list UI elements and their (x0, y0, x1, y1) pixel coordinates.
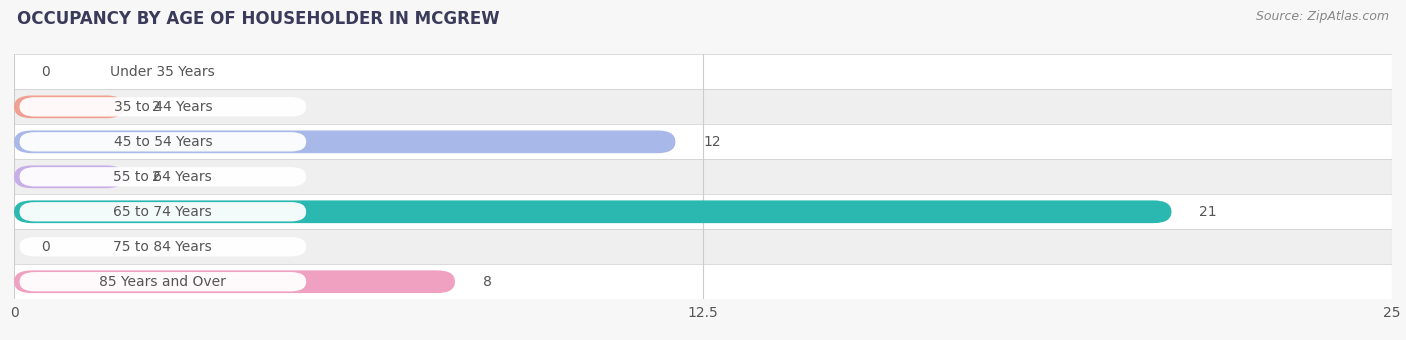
FancyBboxPatch shape (20, 272, 307, 291)
Text: 2: 2 (152, 100, 160, 114)
Text: 12: 12 (703, 135, 721, 149)
Text: 21: 21 (1199, 205, 1216, 219)
FancyBboxPatch shape (20, 62, 307, 82)
Bar (14, 54, 1392, 89)
FancyBboxPatch shape (14, 270, 456, 293)
Bar (14, 124, 1392, 159)
Text: 65 to 74 Years: 65 to 74 Years (114, 205, 212, 219)
Text: 8: 8 (482, 275, 492, 289)
Bar (14, 159, 1392, 194)
FancyBboxPatch shape (14, 166, 124, 188)
FancyBboxPatch shape (20, 167, 307, 186)
Text: Under 35 Years: Under 35 Years (111, 65, 215, 79)
Text: 2: 2 (152, 170, 160, 184)
FancyBboxPatch shape (14, 200, 1171, 223)
Text: 0: 0 (42, 240, 51, 254)
Text: 55 to 64 Years: 55 to 64 Years (114, 170, 212, 184)
Bar (14, 264, 1392, 299)
FancyBboxPatch shape (20, 202, 307, 221)
FancyBboxPatch shape (20, 132, 307, 152)
Bar (14, 89, 1392, 124)
Text: 45 to 54 Years: 45 to 54 Years (114, 135, 212, 149)
Text: OCCUPANCY BY AGE OF HOUSEHOLDER IN MCGREW: OCCUPANCY BY AGE OF HOUSEHOLDER IN MCGRE… (17, 10, 499, 28)
Text: Source: ZipAtlas.com: Source: ZipAtlas.com (1256, 10, 1389, 23)
FancyBboxPatch shape (14, 96, 124, 118)
Text: 35 to 44 Years: 35 to 44 Years (114, 100, 212, 114)
Text: 0: 0 (42, 65, 51, 79)
FancyBboxPatch shape (20, 97, 307, 117)
Bar (14, 194, 1392, 229)
Text: 75 to 84 Years: 75 to 84 Years (114, 240, 212, 254)
Bar (14, 229, 1392, 264)
FancyBboxPatch shape (14, 131, 675, 153)
FancyBboxPatch shape (20, 237, 307, 256)
Text: 85 Years and Over: 85 Years and Over (100, 275, 226, 289)
